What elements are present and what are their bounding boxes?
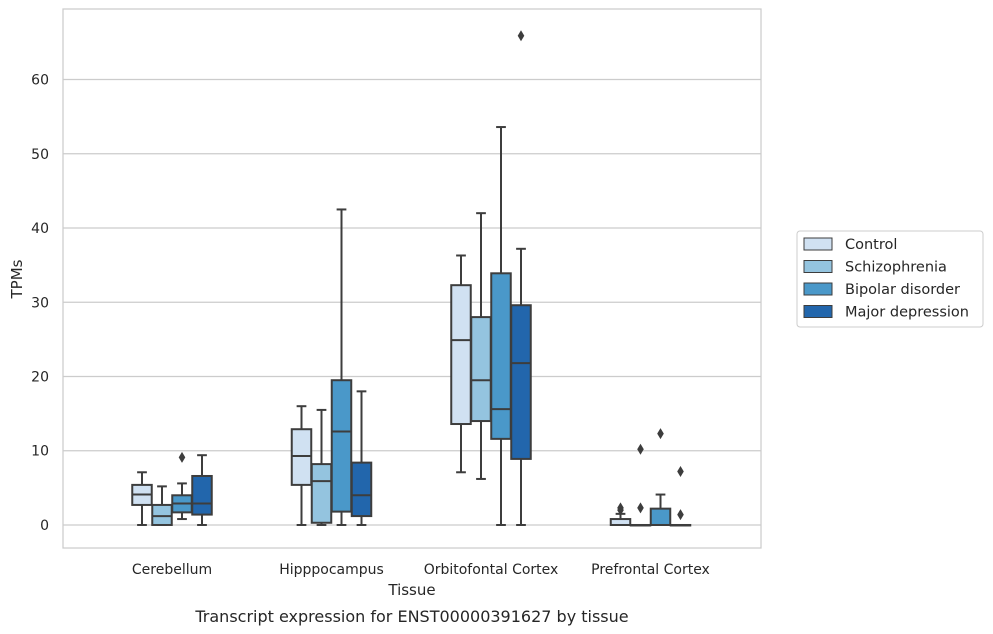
y-tick-label: 20 [31, 370, 49, 386]
iqr-box [490, 272, 512, 440]
iqr-box [649, 507, 672, 526]
outlier-point [677, 466, 684, 478]
box-control [450, 254, 472, 474]
y-tick-label: 50 [31, 147, 49, 163]
x-axis-label: Tissue [387, 581, 435, 599]
legend-label: Control [845, 237, 897, 253]
box-schizophrenia [629, 443, 652, 527]
y-axis-ticks: 0 10 20 30 40 50 60 [31, 73, 49, 534]
y-tick-label: 60 [31, 73, 49, 89]
x-tick-label: Prefrontal Cortex [591, 562, 710, 578]
box-major-depression [669, 466, 692, 527]
iqr-box [290, 428, 313, 486]
iqr-box [450, 284, 472, 426]
chart-caption: Transcript expression for ENST0000039162… [194, 607, 628, 626]
box-major-depression [191, 454, 213, 526]
iqr-box [470, 316, 492, 423]
legend-label: Bipolar disorder [845, 282, 960, 298]
iqr-box [310, 463, 333, 524]
iqr-box [350, 461, 373, 518]
boxes-layer [131, 30, 692, 527]
outlier-point [637, 502, 644, 514]
x-axis-ticks: Cerebellum Hipppocampus Orbitofontal Corte… [132, 562, 710, 578]
x-tick-label: Orbitofontal Cortex [424, 562, 559, 578]
y-tick-label: 0 [40, 518, 49, 534]
legend-label: Schizophrenia [845, 260, 947, 276]
iqr-box [330, 379, 353, 513]
legend-swatch [803, 282, 833, 296]
box-control [609, 502, 632, 526]
iqr-box [191, 474, 213, 516]
box-major-depression [510, 30, 532, 526]
iqr-box [151, 503, 173, 526]
outlier-point [617, 502, 624, 514]
outlier-point [517, 30, 525, 42]
outlier-point [637, 443, 644, 455]
y-axis-label: TPMs [8, 259, 26, 299]
y-tick-label: 40 [31, 221, 49, 237]
box-schizophrenia [470, 212, 492, 480]
plot-area-frame [62, 8, 762, 549]
box-schizophrenia [310, 408, 333, 526]
legend: Control Schizophrenia Bipolar disorder Majo… [796, 230, 984, 328]
box-control [131, 471, 153, 526]
x-tick-label: Hipppocampus [279, 562, 384, 578]
box-major-depression [350, 390, 373, 526]
legend-swatch [803, 237, 833, 251]
legend-swatch [803, 260, 833, 273]
y-tick-label: 30 [31, 295, 49, 311]
y-tick-label: 10 [31, 444, 49, 460]
box-control [290, 405, 313, 526]
legend-frame [796, 230, 984, 328]
box-bipolar-disorder [171, 451, 193, 521]
legend-label: Major depression [845, 305, 969, 321]
outlier-point [677, 509, 684, 521]
iqr-box [510, 304, 532, 460]
box-bipolar-disorder [490, 126, 512, 526]
grid-lines [63, 78, 761, 526]
box-schizophrenia [151, 485, 173, 526]
outlier-point [657, 428, 664, 440]
outlier-point [178, 451, 186, 463]
box-bipolar-disorder [649, 428, 672, 526]
legend-swatch [803, 305, 833, 318]
box-bipolar-disorder [330, 208, 353, 526]
x-tick-label: Cerebellum [132, 562, 212, 578]
